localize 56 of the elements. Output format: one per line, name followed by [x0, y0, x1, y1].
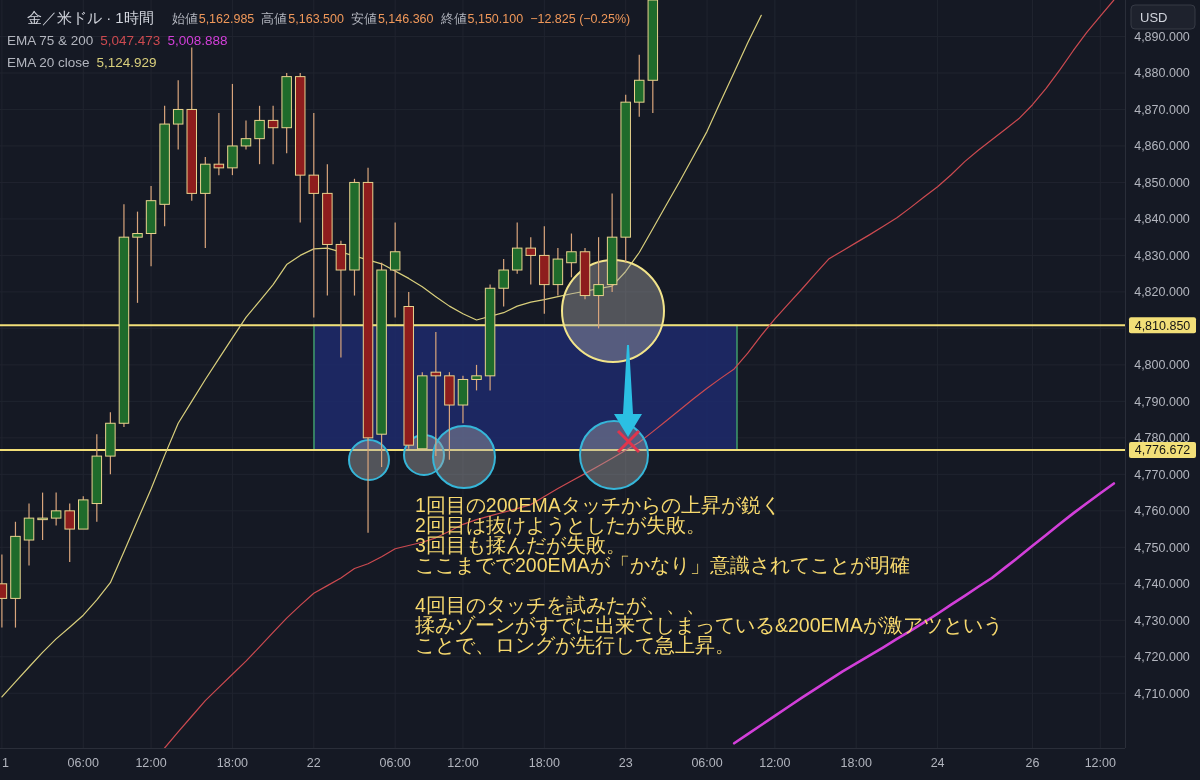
y-tick-label: 4,710.000	[1134, 686, 1190, 701]
x-tick-label: 18:00	[216, 756, 249, 770]
annotation: 始値	[171, 12, 198, 26]
x-tick-label: 26	[1025, 756, 1040, 770]
x-tick-label: 1	[2, 756, 9, 770]
annotation: 5,150.100	[467, 12, 524, 26]
y-tick-label: 4,760.000	[1134, 504, 1190, 519]
y-tick-label: 4,820.000	[1134, 285, 1190, 300]
y-axis-title: USD	[1140, 10, 1168, 25]
annotation: 終値	[440, 12, 467, 26]
y-tick-label: 4,890.000	[1134, 30, 1190, 44]
title: 金／米ドル · 1時間	[27, 9, 154, 26]
annotation: 高値	[261, 12, 288, 26]
y-tick-label: 4,770.000	[1134, 467, 1190, 482]
y-tick-label: 4,790.000	[1134, 394, 1190, 409]
ylabel: USD	[1130, 4, 1196, 30]
x-tick-label: 12:00	[1084, 756, 1116, 770]
x-tick-label: 12:00	[759, 756, 791, 770]
annotation: ここまでで200EMAが「かなり」意識されてことが明確	[415, 554, 910, 576]
y-tick-label: 4,870.000	[1134, 102, 1190, 117]
annotation: 5,124.929	[96, 55, 157, 70]
ref-line-label: 4,810.850	[1134, 318, 1191, 333]
y-tick-label: 4,830.000	[1134, 248, 1190, 263]
x-tick-label: 24	[930, 756, 945, 770]
y-tick-label: 4,800.000	[1134, 358, 1190, 373]
y-tick-label: 4,750.000	[1134, 540, 1190, 555]
y-tick-label: 4,860.000	[1134, 139, 1190, 154]
x-tick-label: 06:00	[691, 756, 723, 770]
ref-line-label: 4,776.672	[1134, 443, 1191, 458]
annotation: EMA 75 & 200	[7, 33, 94, 48]
annotation: 5,146.360	[377, 12, 434, 26]
x-tick-label: 06:00	[67, 756, 99, 770]
x-tick-label: 12:00	[447, 756, 479, 770]
y-tick-label: 4,880.000	[1134, 66, 1190, 81]
annotation: −12.825 (−0.25%)	[530, 12, 631, 26]
annotation: 5,163.500	[288, 12, 344, 26]
annotation: 5,047.473	[100, 33, 161, 48]
x-tick-label: 06:00	[379, 756, 411, 770]
annotation: 安値	[350, 12, 377, 26]
annotation: 5,162.985	[198, 12, 255, 26]
y-tick-label: 4,840.000	[1134, 212, 1190, 227]
x-tick-label: 23	[618, 756, 633, 770]
x-tick-label: 22	[306, 756, 321, 770]
annotation: 5,008.888	[167, 33, 228, 48]
annotation: ことで、ロングが先行して急上昇。	[415, 634, 735, 656]
y-tick-label: 4,730.000	[1134, 613, 1190, 628]
x-tick-label: 18:00	[840, 756, 872, 770]
annotation: EMA 20 close	[7, 55, 90, 70]
y-tick-label: 4,850.000	[1134, 175, 1190, 190]
y-tick-label: 4,740.000	[1134, 577, 1190, 592]
ref-line-label: 4,776.672	[1129, 442, 1196, 458]
x-tick-label: 12:00	[135, 756, 167, 770]
ref-line-label: 4,810.850	[1129, 317, 1196, 334]
annotation: 4回目のタッチを試みたが、、、	[415, 594, 706, 616]
y-tick-label: 4,720.000	[1134, 650, 1190, 665]
x-tick-label: 18:00	[528, 756, 560, 770]
